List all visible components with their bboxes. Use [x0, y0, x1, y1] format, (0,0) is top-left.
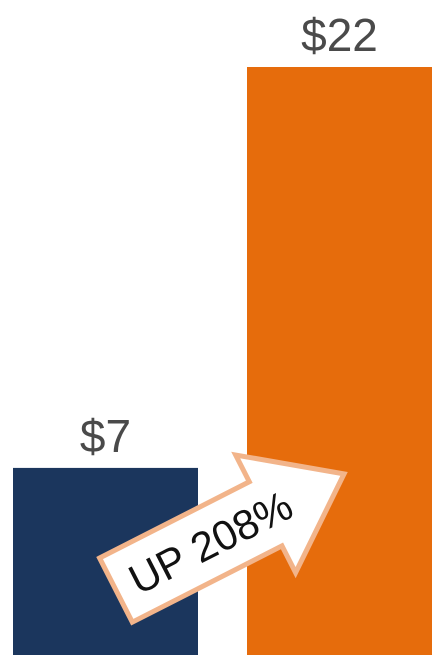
bar-value-label-2: $22: [301, 9, 378, 61]
bar-value-label-1: $7: [80, 410, 131, 462]
data-labels-layer: $7 $22: [80, 9, 378, 462]
growth-arrow-annotation: UP 208%: [96, 451, 348, 626]
growth-arrow-shape: [96, 451, 348, 626]
bar-2: [247, 67, 432, 655]
bars-layer: [13, 67, 432, 655]
